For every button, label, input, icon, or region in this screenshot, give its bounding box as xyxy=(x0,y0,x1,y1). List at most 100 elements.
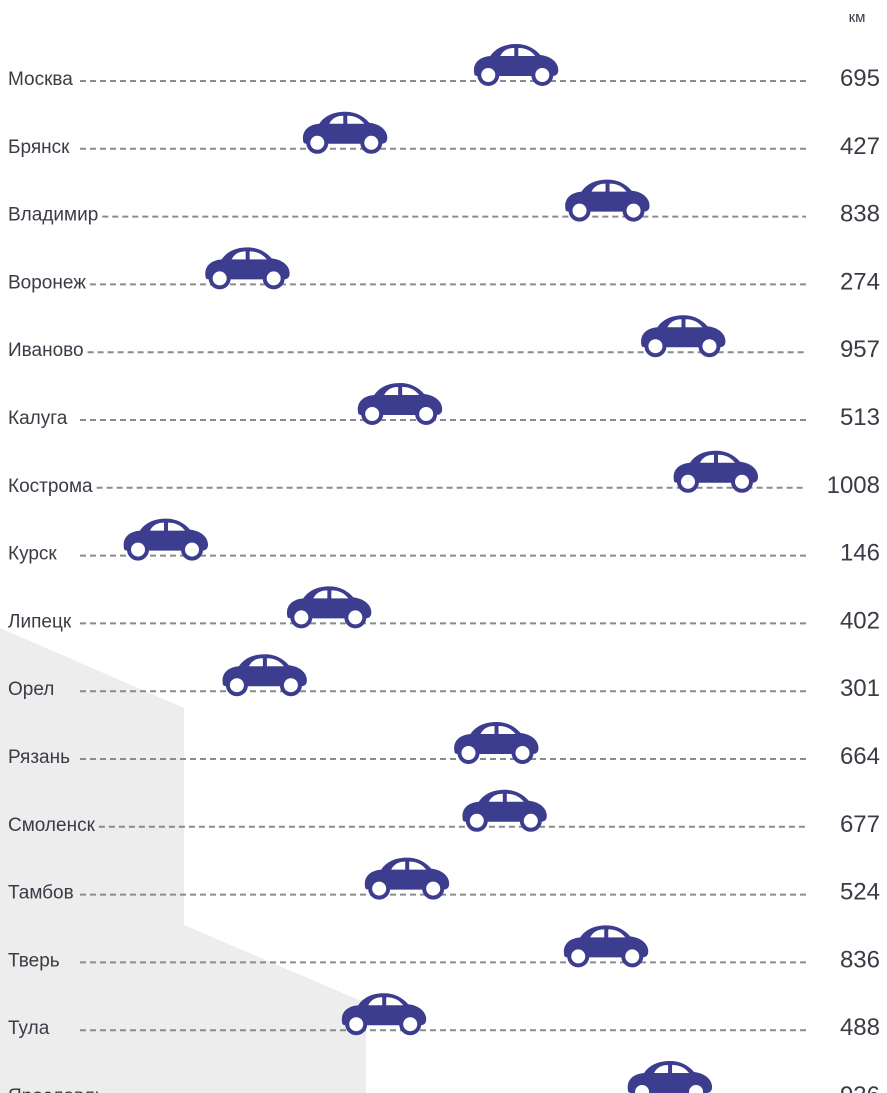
car-window xyxy=(231,251,246,260)
value-label: 488 xyxy=(840,1014,880,1041)
car-icon xyxy=(473,44,559,86)
value-label: 1008 xyxy=(827,472,880,499)
city-label: Тула xyxy=(8,1018,50,1039)
chart-row: Владимир 838 xyxy=(8,179,880,228)
value-label: 402 xyxy=(840,607,880,634)
value-label: 274 xyxy=(840,268,880,295)
car-icon xyxy=(673,450,758,493)
city-label: Курск xyxy=(8,544,57,565)
car-wheel xyxy=(345,1013,368,1036)
car-window xyxy=(700,454,714,463)
chart-row: Воронеж 274 xyxy=(8,247,880,295)
car-wheel xyxy=(208,267,231,290)
city-label: Владимир xyxy=(8,205,98,226)
background-shape-lower xyxy=(0,925,366,1093)
chart-row: Брянск 427 xyxy=(8,111,880,160)
car-icon xyxy=(565,179,650,222)
city-label: Москва xyxy=(8,69,73,90)
car-window xyxy=(168,522,185,531)
car-wheel xyxy=(677,470,699,493)
city-label: Липецк xyxy=(8,611,72,632)
chart-row: Смоленск 677 xyxy=(8,789,880,838)
car-window xyxy=(386,997,404,1006)
value-label: 936 xyxy=(840,1082,880,1093)
car-window xyxy=(591,183,606,192)
car-wheel xyxy=(306,131,329,154)
car-wheel xyxy=(685,1081,708,1093)
car-wheel xyxy=(567,945,590,968)
value-label: 695 xyxy=(840,65,880,92)
car-window xyxy=(506,793,524,802)
unit-label: км xyxy=(849,9,866,26)
city-label: Ярославль xyxy=(8,1086,105,1093)
car-window xyxy=(313,590,328,599)
value-label: 664 xyxy=(840,743,880,770)
car-icon xyxy=(222,654,307,697)
car-window xyxy=(718,454,735,463)
car-window xyxy=(685,319,703,328)
chart-row: Тула 488 xyxy=(8,993,880,1041)
car-wheel xyxy=(181,538,203,561)
car-wheel xyxy=(644,335,667,358)
chart-row: Калуга 513 xyxy=(8,383,880,431)
chart-row: Ярославль 936 xyxy=(8,1061,880,1093)
car-icon xyxy=(563,925,649,968)
car-window xyxy=(609,183,627,192)
value-label: 427 xyxy=(840,133,880,160)
value-label: 957 xyxy=(840,336,880,363)
car-icon xyxy=(357,383,443,425)
car-window xyxy=(500,48,515,56)
car-wheel xyxy=(531,64,554,86)
car-window xyxy=(266,658,284,667)
car-wheel xyxy=(631,1081,654,1093)
car-wheel xyxy=(511,742,534,764)
city-label: Тамбов xyxy=(8,883,74,904)
car-icon xyxy=(364,857,450,900)
car-icon xyxy=(286,586,372,629)
car-window xyxy=(249,251,267,260)
value-label: 513 xyxy=(840,404,880,431)
city-label: Воронеж xyxy=(8,272,86,293)
car-window xyxy=(329,115,344,124)
car-icon xyxy=(641,315,726,358)
chart-row: Липецк 402 xyxy=(8,586,880,634)
car-icon xyxy=(454,722,539,764)
car-wheel xyxy=(465,809,488,832)
city-label: Тверь xyxy=(8,950,60,971)
car-window xyxy=(368,997,383,1006)
value-label: 677 xyxy=(840,811,880,838)
car-wheel xyxy=(127,538,149,561)
car-window xyxy=(488,793,503,802)
value-label: 301 xyxy=(840,675,880,702)
car-wheel xyxy=(368,877,391,900)
car-window xyxy=(654,1065,669,1073)
car-wheel xyxy=(422,877,445,900)
chart-row: Кострома 1008 xyxy=(8,450,880,499)
car-wheel xyxy=(731,470,753,493)
car-wheel xyxy=(399,1013,422,1036)
chart-row: Тверь 836 xyxy=(8,925,880,973)
car-icon xyxy=(302,111,388,154)
car-icon xyxy=(627,1061,713,1093)
car-window xyxy=(518,48,536,56)
car-icon xyxy=(123,518,208,561)
car-window xyxy=(384,387,399,395)
car-wheel xyxy=(457,742,480,764)
chart-row: Рязань 664 xyxy=(8,722,880,770)
value-label: 836 xyxy=(840,946,880,973)
car-icon xyxy=(462,789,547,832)
car-window xyxy=(391,861,406,870)
city-label: Кострома xyxy=(8,476,93,497)
chart-row: Орел 301 xyxy=(8,654,880,702)
car-wheel xyxy=(415,403,438,425)
car-wheel xyxy=(290,606,313,629)
chart-row: Курск 146 xyxy=(8,518,880,567)
car-window xyxy=(347,115,365,124)
car-window xyxy=(248,658,263,667)
city-label: Смоленск xyxy=(8,815,96,836)
value-label: 838 xyxy=(840,201,880,228)
chart-row: Иваново 957 xyxy=(8,315,880,363)
background-shapes xyxy=(0,628,366,1093)
car-window xyxy=(608,929,626,938)
car-window xyxy=(480,726,495,734)
